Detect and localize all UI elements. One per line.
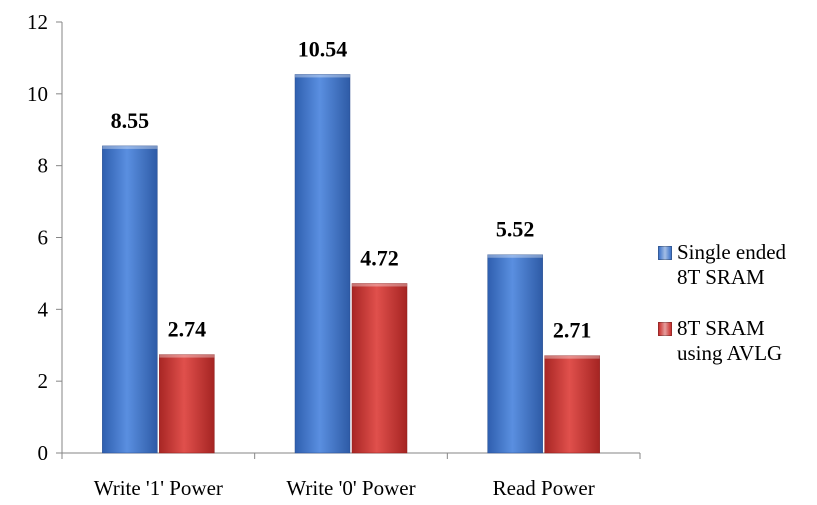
bar bbox=[294, 74, 351, 454]
chart-labels: 8.55 2.74 Write '1' Power 10.54 4.72 Write '0… bbox=[94, 36, 595, 500]
chart-bars bbox=[102, 74, 600, 454]
legend-item-series-2: 8T SRAM using AVLG bbox=[658, 316, 817, 366]
bar-highlight bbox=[102, 145, 158, 149]
legend-line: 8T SRAM bbox=[677, 265, 765, 289]
bar-highlight bbox=[352, 283, 407, 287]
y-tick-label: 2 bbox=[38, 369, 49, 393]
bar-highlight bbox=[487, 254, 543, 258]
legend-line: using AVLG bbox=[677, 341, 783, 365]
y-tick-label: 0 bbox=[38, 441, 49, 465]
y-tick-label: 10 bbox=[27, 82, 48, 106]
bar-highlight bbox=[159, 354, 215, 358]
data-label: 2.74 bbox=[168, 317, 207, 342]
legend-swatch-series-1 bbox=[658, 246, 672, 260]
y-tick-label: 12 bbox=[27, 10, 48, 34]
bar bbox=[544, 355, 600, 454]
chart-axes: 0 2 4 6 8 10 12 bbox=[27, 10, 641, 465]
legend-swatch-series-2 bbox=[658, 322, 672, 336]
bar bbox=[159, 354, 215, 454]
bar-highlight bbox=[295, 74, 350, 78]
x-tick-label: Read Power bbox=[493, 476, 595, 500]
legend-item-series-1: Single ended 8T SRAM bbox=[658, 240, 817, 290]
legend-label-series-2: 8T SRAM using AVLG bbox=[677, 316, 782, 366]
y-tick-label: 8 bbox=[38, 154, 49, 178]
data-label: 4.72 bbox=[360, 245, 399, 270]
chart-legend: Single ended 8T SRAM 8T SRAM using AVLG bbox=[658, 240, 817, 392]
legend-line: 8T SRAM bbox=[677, 316, 765, 340]
y-tick-label: 6 bbox=[38, 226, 49, 250]
bar bbox=[102, 145, 158, 454]
data-label: 10.54 bbox=[298, 36, 348, 61]
x-tick-label: Write '0' Power bbox=[286, 476, 415, 500]
legend-label-series-1: Single ended 8T SRAM bbox=[677, 240, 786, 290]
bar-highlight bbox=[544, 355, 600, 359]
data-label: 5.52 bbox=[496, 217, 535, 242]
y-tick-label: 4 bbox=[38, 297, 49, 321]
x-tick-label: Write '1' Power bbox=[94, 476, 223, 500]
bar bbox=[487, 254, 543, 454]
bar bbox=[351, 283, 408, 454]
data-label: 8.55 bbox=[111, 108, 150, 133]
legend-line: Single ended bbox=[677, 240, 787, 264]
data-label: 2.71 bbox=[553, 318, 592, 343]
